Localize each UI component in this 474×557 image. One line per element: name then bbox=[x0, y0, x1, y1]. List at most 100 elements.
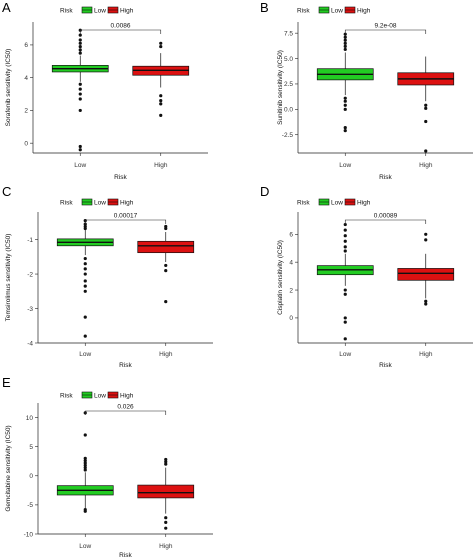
outlier-point bbox=[83, 334, 87, 338]
bracket-line bbox=[84, 219, 167, 224]
box-high bbox=[137, 224, 195, 304]
panel-b: B Risk Low High -2.5 0.0 2.5 5.0 7.5 Sunitinib se… bbox=[260, 0, 473, 181]
outlier-point bbox=[164, 269, 168, 273]
box-iqr bbox=[137, 240, 195, 254]
bracket-line bbox=[344, 219, 427, 224]
legend-label-high: High bbox=[120, 8, 134, 15]
outlier-point bbox=[83, 315, 87, 319]
x-tick-label: Low bbox=[79, 351, 91, 358]
outlier-point bbox=[343, 129, 347, 133]
legend-label-high: High bbox=[120, 200, 134, 207]
outlier-point bbox=[78, 44, 82, 49]
x-tick-label: High bbox=[154, 162, 168, 169]
panel-c: C Risk Low High -4 -3 -2 -1 Temsirolimus sensiti… bbox=[2, 184, 213, 369]
y-axis-title: Temsirolimus sensitivity (IC50) bbox=[5, 234, 12, 322]
outlier-point bbox=[164, 226, 168, 231]
outlier-point bbox=[159, 41, 163, 45]
y-tick-label: -3 bbox=[27, 306, 33, 313]
x-tick-label: Low bbox=[74, 162, 86, 169]
outlier-point bbox=[343, 239, 347, 243]
outlier-point bbox=[343, 288, 347, 292]
y-tick-label: 2 bbox=[24, 108, 28, 115]
bracket-line bbox=[84, 410, 167, 415]
legend-title: Risk bbox=[60, 393, 73, 400]
outlier-point bbox=[343, 103, 347, 107]
significance-bracket: 0.00017 bbox=[84, 213, 167, 224]
y-tick-label: 2 bbox=[289, 287, 293, 294]
x-tick-label: Low bbox=[79, 543, 91, 550]
y-tick-label: 10 bbox=[26, 415, 34, 422]
y-tick-label: 7.5 bbox=[284, 30, 293, 37]
outlier-point bbox=[78, 48, 82, 52]
y-tick-label: 5.0 bbox=[284, 56, 293, 63]
outlier-point bbox=[343, 320, 347, 324]
significance-bracket: 0.00089 bbox=[344, 213, 427, 224]
outlier-point bbox=[343, 47, 347, 52]
box-low bbox=[316, 32, 374, 133]
outlier-point bbox=[343, 32, 347, 36]
box-high bbox=[137, 457, 195, 530]
bracket-line bbox=[344, 29, 427, 34]
panel-letter: D bbox=[260, 184, 269, 199]
outlier-point bbox=[83, 279, 87, 283]
box-iqr bbox=[397, 268, 455, 281]
legend: Risk Low High bbox=[60, 6, 134, 15]
outlier-point bbox=[164, 460, 168, 464]
outlier-point bbox=[343, 316, 347, 320]
outlier-point bbox=[78, 144, 82, 149]
outlier-point bbox=[78, 33, 82, 37]
outlier-point bbox=[83, 509, 87, 513]
outlier-point bbox=[164, 462, 168, 466]
outlier-point bbox=[159, 102, 163, 106]
box-high bbox=[397, 56, 455, 153]
outlier-point bbox=[343, 38, 347, 42]
p-value-label: 0.0086 bbox=[111, 23, 131, 30]
outlier-point bbox=[343, 337, 347, 341]
y-axis-title: Gemcitabine sensitivity (IC50) bbox=[5, 425, 12, 511]
outlier-point bbox=[343, 96, 347, 100]
legend-title: Risk bbox=[60, 8, 73, 15]
legend-label-low: Low bbox=[331, 8, 343, 15]
panel-letter: B bbox=[260, 0, 269, 15]
outlier-point bbox=[78, 148, 82, 152]
significance-bracket: 0.0086 bbox=[79, 23, 162, 34]
x-tick-label: High bbox=[419, 351, 433, 358]
box-low bbox=[51, 28, 109, 152]
y-tick-label: -4 bbox=[27, 340, 33, 347]
outlier-point bbox=[78, 92, 82, 96]
panel-letter: A bbox=[2, 0, 11, 15]
y-tick-label: 2.5 bbox=[284, 81, 293, 88]
legend-label-low: Low bbox=[94, 200, 106, 207]
y-tick-label: -2 bbox=[27, 271, 33, 278]
y-tick-label: 0 bbox=[24, 140, 28, 147]
box-high bbox=[132, 41, 190, 117]
legend: Risk Low High bbox=[297, 6, 371, 15]
y-tick-label: 0.0 bbox=[284, 107, 293, 114]
outlier-point bbox=[424, 106, 428, 110]
outlier-point bbox=[83, 433, 87, 437]
outlier-point bbox=[83, 459, 87, 463]
outlier-point bbox=[78, 51, 82, 55]
y-tick-label: 0 bbox=[29, 473, 33, 480]
outlier-point bbox=[83, 262, 87, 266]
outlier-point bbox=[424, 232, 428, 236]
legend-label-low: Low bbox=[94, 393, 106, 400]
outlier-point bbox=[159, 113, 163, 117]
outlier-point bbox=[83, 272, 87, 276]
legend-title: Risk bbox=[297, 200, 310, 207]
outlier-point bbox=[424, 103, 428, 107]
y-tick-label: -2.5 bbox=[282, 132, 294, 139]
significance-bracket: 9.2e-08 bbox=[344, 23, 427, 34]
outlier-point bbox=[343, 228, 347, 232]
panel-a: A Risk Low High 0 2 4 6 Sorafenib sensitivity (I… bbox=[2, 0, 208, 181]
outlier-point bbox=[343, 126, 347, 130]
outlier-point bbox=[78, 38, 82, 42]
p-value-label: 0.026 bbox=[117, 404, 134, 411]
y-tick-label: 6 bbox=[289, 232, 293, 239]
outlier-point bbox=[83, 289, 87, 293]
outlier-point bbox=[159, 99, 163, 103]
outlier-point bbox=[78, 108, 82, 113]
outlier-point bbox=[343, 107, 347, 111]
outlier-point bbox=[164, 457, 168, 462]
x-tick-label: High bbox=[159, 543, 173, 550]
